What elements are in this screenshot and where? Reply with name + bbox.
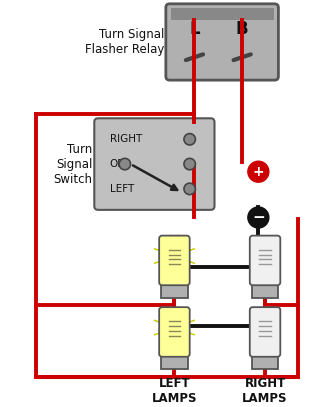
Text: L: L (189, 20, 200, 37)
Circle shape (248, 161, 269, 182)
Bar (161, 354, 188, 369)
Circle shape (119, 158, 131, 170)
FancyBboxPatch shape (159, 236, 190, 285)
Circle shape (184, 133, 195, 145)
FancyBboxPatch shape (94, 118, 214, 210)
Bar (252, 354, 279, 369)
Bar (161, 282, 188, 298)
FancyBboxPatch shape (159, 307, 190, 357)
Text: Turn
Signal
Switch: Turn Signal Switch (53, 142, 92, 186)
Bar (252, 282, 279, 298)
Circle shape (184, 183, 195, 195)
Text: −: − (252, 210, 265, 225)
Bar (171, 8, 274, 20)
Text: +: + (253, 165, 264, 179)
Circle shape (184, 158, 195, 170)
Circle shape (248, 207, 269, 228)
FancyBboxPatch shape (166, 4, 279, 80)
Text: RIGHT
LAMPS: RIGHT LAMPS (242, 377, 288, 405)
Text: Turn Signal
Flasher Relay: Turn Signal Flasher Relay (84, 28, 164, 56)
Text: B: B (236, 20, 249, 37)
Text: LEFT
LAMPS: LEFT LAMPS (152, 377, 197, 405)
Text: LEFT: LEFT (110, 184, 134, 194)
Text: OFF: OFF (110, 159, 130, 169)
FancyBboxPatch shape (250, 307, 280, 357)
FancyBboxPatch shape (250, 236, 280, 285)
Text: RIGHT: RIGHT (110, 134, 142, 144)
